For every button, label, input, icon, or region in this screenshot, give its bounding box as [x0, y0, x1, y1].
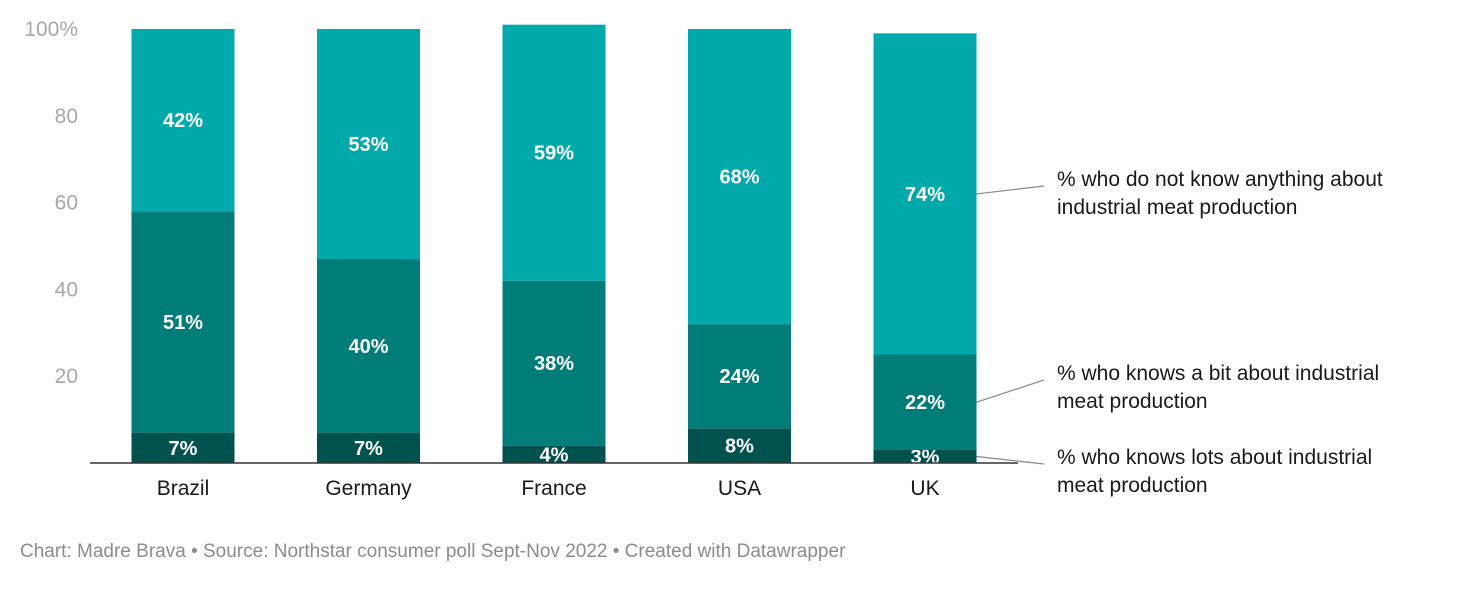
- data-label: 51%: [163, 312, 203, 334]
- bar-segment: [502, 445, 606, 463]
- bar-segment: [502, 24, 606, 281]
- y-tick-label: 60: [55, 192, 78, 215]
- bar-segment: [131, 211, 235, 433]
- bar-segment: [873, 449, 977, 463]
- bar-segment: [873, 354, 977, 450]
- legend: % who knows lots about industrial meat pr…: [976, 168, 1383, 497]
- data-label: 38%: [534, 353, 574, 375]
- data-label: 7%: [354, 438, 383, 460]
- x-axis: Brazil Germany France USA UK: [90, 462, 1018, 500]
- bar-segment: [688, 29, 791, 325]
- legend-label: % who knows lots about industrial: [1057, 446, 1372, 469]
- bars: 7%51%42%7%40%53%4%38%59%8%24%68%3%22%74%: [131, 24, 977, 468]
- y-tick-label: 100%: [24, 18, 78, 41]
- x-tick-label: Brazil: [157, 477, 210, 500]
- legend-label: meat production: [1057, 474, 1208, 497]
- legend-connector: [976, 379, 1045, 403]
- bar-segment: [688, 324, 791, 429]
- legend-label: % who knows a bit about industrial: [1057, 362, 1379, 385]
- legend-label: % who do not know anything about: [1057, 168, 1383, 191]
- y-tick-label: 20: [55, 365, 78, 388]
- x-tick-label: France: [521, 477, 586, 500]
- bar-segment: [317, 259, 420, 433]
- bar-segment: [317, 29, 420, 260]
- legend-label: meat production: [1057, 390, 1208, 413]
- x-tick-label: USA: [718, 477, 761, 500]
- x-tick-label: Germany: [325, 477, 412, 500]
- bar-segment: [131, 432, 235, 463]
- data-label: 8%: [725, 436, 754, 458]
- data-label: 40%: [348, 336, 388, 358]
- legend-connector: [976, 185, 1045, 195]
- data-label: 68%: [719, 167, 759, 189]
- y-tick-label: 40: [55, 278, 78, 301]
- bar-segment: [688, 428, 791, 463]
- data-label: 74%: [905, 184, 945, 206]
- y-tick-label: 80: [55, 105, 78, 128]
- data-label: 24%: [719, 366, 759, 388]
- data-label: 7%: [169, 438, 198, 460]
- bar-segment: [502, 280, 606, 446]
- data-label: 42%: [163, 110, 203, 132]
- data-label: 59%: [534, 143, 574, 165]
- legend-connector: [976, 455, 1045, 465]
- data-label: 4%: [540, 444, 569, 466]
- bar-segment: [317, 432, 420, 463]
- data-label: 22%: [905, 392, 945, 414]
- bar-segment: [873, 33, 977, 355]
- legend-label: industrial meat production: [1057, 196, 1297, 219]
- chart-footer: Chart: Madre Brava • Source: Northstar c…: [20, 541, 846, 562]
- x-tick-label: UK: [910, 477, 939, 500]
- data-label: 53%: [348, 134, 388, 156]
- y-axis: 20 40 60 80 100%: [24, 18, 78, 388]
- bar-segment: [131, 29, 235, 212]
